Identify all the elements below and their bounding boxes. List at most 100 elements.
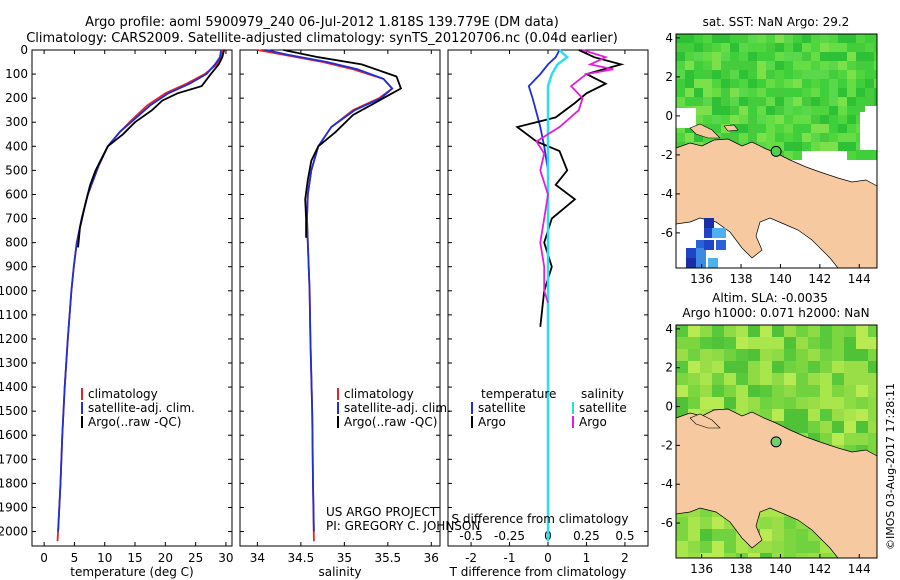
- sla-cell: [844, 337, 857, 350]
- sla-cell: [844, 349, 857, 362]
- sst-cell: [784, 97, 793, 106]
- ytick-label: 2000: [0, 525, 28, 539]
- xtick-label: 34: [250, 551, 265, 565]
- sst-cell: [766, 115, 775, 124]
- sst-cold-cell: [716, 240, 726, 250]
- sla-cell: [748, 325, 761, 338]
- map-xtick-label: 138: [730, 272, 753, 286]
- series-line-1: [515, 49, 625, 327]
- sla-cell: [832, 373, 845, 386]
- sst-cell: [775, 97, 784, 106]
- sst-cell: [694, 115, 703, 124]
- sst-cell: [685, 61, 694, 70]
- sla-cell: [712, 385, 725, 398]
- sla-cell: [796, 421, 809, 434]
- map-ytick-label: 0: [665, 400, 673, 414]
- series-line-2: [546, 49, 570, 542]
- map-ytick-label: 4: [665, 31, 673, 45]
- series-line-0: [257, 49, 394, 542]
- sst-cell: [703, 61, 712, 70]
- ytick-label: 800: [5, 236, 28, 250]
- xtick-label: 30: [218, 551, 233, 565]
- sla-cell: [760, 349, 773, 362]
- sla-cell: [724, 337, 737, 350]
- sst-cell: [838, 79, 847, 88]
- sla-cell: [856, 421, 869, 434]
- sla-cell: [724, 385, 737, 398]
- sst-cell: [793, 106, 802, 115]
- sst-cell: [676, 79, 685, 88]
- series-line-2: [77, 49, 225, 248]
- sst-cell: [685, 133, 694, 142]
- sla-cell: [676, 325, 689, 338]
- sst-cell: [820, 97, 829, 106]
- sst-cell: [739, 43, 748, 52]
- argo-location-marker-2: [770, 436, 782, 448]
- sst-cell: [874, 61, 877, 70]
- sst-cell: [676, 88, 685, 97]
- sla-cell: [868, 373, 877, 386]
- island-land-2: [689, 413, 721, 429]
- sst-cold-cell: [708, 258, 718, 268]
- sst-cell: [721, 79, 730, 88]
- sla-cell: [832, 433, 845, 446]
- sla-cell: [832, 409, 845, 422]
- xtick-label: 1: [583, 551, 591, 565]
- sla-map-panel: Altim. SLA: -0.0035 Argo h1000: 0.071 h2…: [661, 291, 878, 576]
- series-line-1: [265, 49, 394, 532]
- sst-cell: [766, 106, 775, 115]
- sla-cell: [796, 361, 809, 374]
- sla-cell: [856, 373, 869, 386]
- temperature-plot-area: 0100200300400500600700800900100011001200…: [0, 43, 234, 565]
- sst-cell: [784, 106, 793, 115]
- sla-map-frame: [675, 324, 878, 559]
- map-ytick-label: 2: [665, 361, 673, 375]
- header-line-2: Climatology: CARS2009. Satellite-adjuste…: [26, 31, 618, 46]
- sla-cell: [868, 349, 877, 362]
- sla-cell: [808, 553, 821, 558]
- sla-cell: [832, 361, 845, 374]
- sst-cell: [847, 43, 856, 52]
- sla-cell: [700, 373, 713, 386]
- sla-cell: [676, 373, 689, 386]
- sla-cell: [796, 337, 809, 350]
- t-difference-xlabel: T difference from climatology: [449, 565, 627, 579]
- sst-cell: [802, 133, 811, 142]
- sla-cell: [796, 529, 809, 542]
- sst-cell: [748, 115, 757, 124]
- sst-cell: [793, 34, 802, 43]
- ytick-label: 1800: [0, 476, 28, 490]
- sla-cell: [724, 541, 737, 554]
- sst-cell: [811, 124, 820, 133]
- sla-cell: [868, 325, 877, 338]
- sst-cell: [730, 97, 739, 106]
- sst-cell: [793, 43, 802, 52]
- sst-cell: [685, 34, 694, 43]
- series-line-3: [535, 49, 614, 304]
- sst-cell: [811, 70, 820, 79]
- sst-cell: [802, 124, 811, 133]
- sst-cell: [775, 124, 784, 133]
- sst-cell: [784, 88, 793, 97]
- sst-cell: [730, 70, 739, 79]
- sla-cell: [688, 397, 701, 410]
- sst-cell: [757, 61, 766, 70]
- sla-cell: [832, 337, 845, 350]
- sla-cell: [700, 361, 713, 374]
- sla-cell: [844, 409, 857, 422]
- sla-cell: [820, 361, 833, 374]
- sst-cell: [856, 97, 865, 106]
- sla-cell: [856, 409, 869, 422]
- sst-cell: [793, 115, 802, 124]
- salinity-panel: 34 34.5 35 35.5 36 climatologysatellite-adj. …: [239, 49, 480, 579]
- sst-cell: [685, 88, 694, 97]
- sst-cell: [703, 106, 712, 115]
- map-ytick-label: -4: [661, 187, 673, 201]
- sst-cell: [757, 79, 766, 88]
- sst-cell: [784, 52, 793, 61]
- sst-cell: [766, 124, 775, 133]
- sla-cell: [772, 529, 785, 542]
- xtick-label: 0: [544, 551, 552, 565]
- sla-cell: [676, 529, 689, 542]
- header-line-1: Argo profile: aoml 5900979_240 06-Jul-20…: [85, 15, 559, 30]
